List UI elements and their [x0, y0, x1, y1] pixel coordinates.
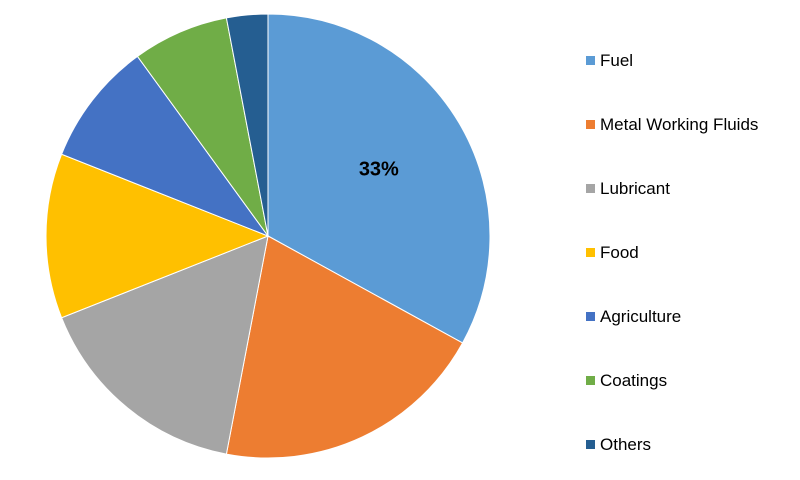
legend-item-metal-working-fluids: Metal Working Fluids: [586, 92, 796, 156]
legend-item-fuel: Fuel: [586, 28, 796, 92]
legend-label: Metal Working Fluids: [600, 114, 759, 134]
pie-slice-fuel: [267, 13, 491, 344]
pie-slice-food: [45, 153, 270, 319]
legend-item-food: Food: [586, 220, 796, 284]
legend: Fuel Metal Working Fluids Lubricant Food Agr…: [586, 28, 796, 476]
legend-swatch: [586, 375, 595, 385]
legend-label: Fuel: [600, 50, 634, 70]
pie-slice-agriculture: [60, 55, 270, 238]
legend-label: Coatings: [600, 370, 668, 390]
legend-item-lubricant: Lubricant: [586, 156, 796, 220]
legend-label: Food: [600, 242, 639, 262]
data-label-fuel: 33%: [359, 159, 399, 181]
legend-label: Agriculture: [600, 306, 682, 326]
pie-slice-metal-working-fluids: [225, 235, 464, 459]
legend-item-others: Others: [586, 412, 796, 476]
pie-data-labels: 33%: [359, 159, 399, 181]
legend-swatch: [586, 119, 595, 129]
legend-swatch: [586, 55, 595, 65]
pie-slices: [45, 13, 491, 459]
legend-label: Lubricant: [600, 178, 670, 198]
legend-swatch: [586, 183, 595, 193]
legend-item-coatings: Coatings: [586, 348, 796, 412]
pie-slice-lubricant: [60, 235, 269, 455]
legend-item-agriculture: Agriculture: [586, 284, 796, 348]
pie-slice-others: [225, 13, 269, 237]
legend-swatch: [586, 247, 595, 257]
legend-swatch: [586, 439, 595, 449]
legend-label: Others: [600, 434, 652, 454]
legend-swatch: [586, 311, 595, 321]
